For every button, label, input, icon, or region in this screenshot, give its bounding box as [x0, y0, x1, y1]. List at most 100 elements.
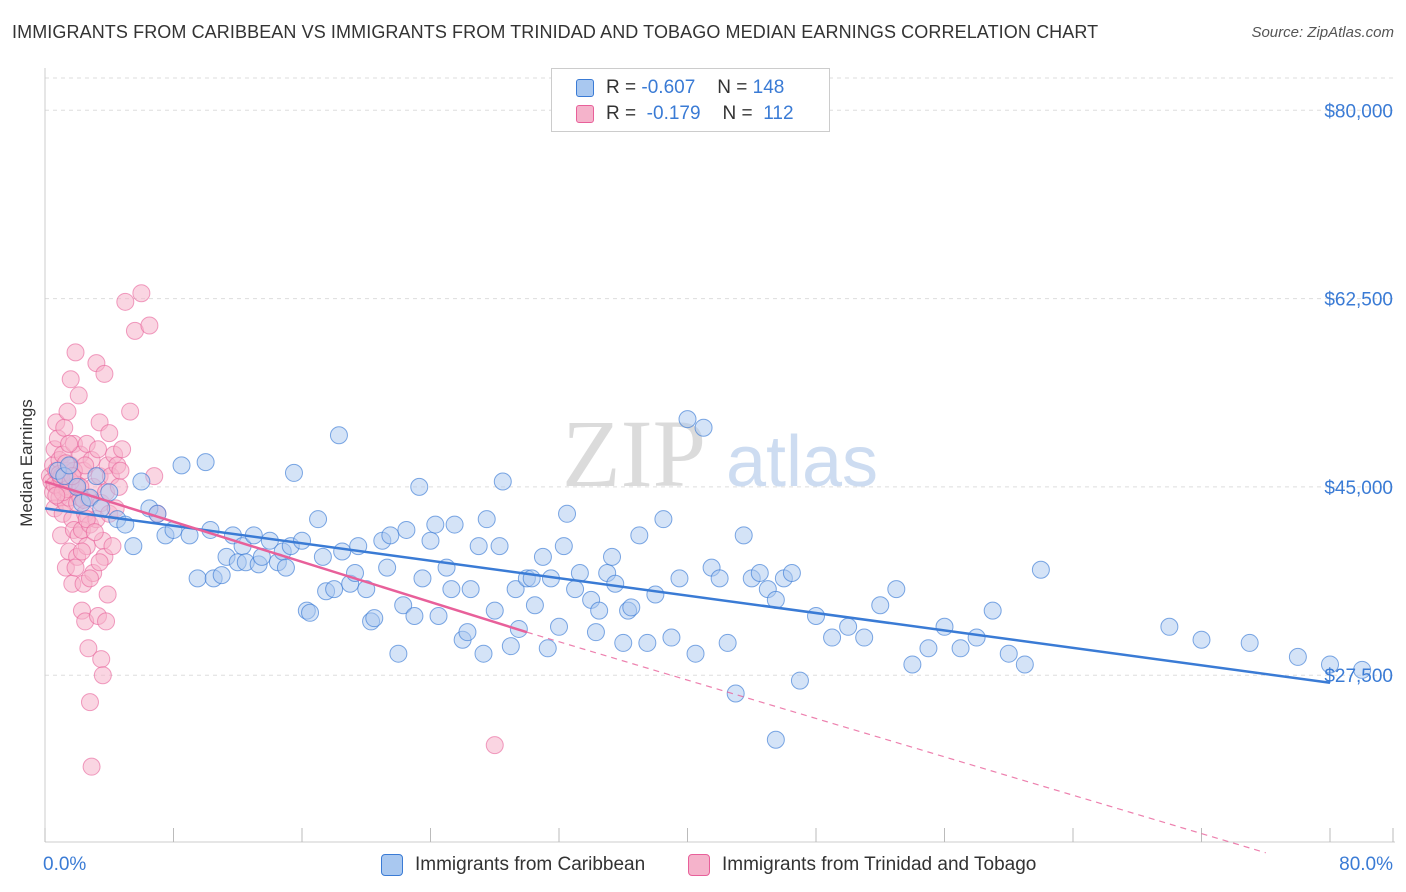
- trinidad-point: [485, 736, 504, 755]
- caribbean-point: [469, 537, 488, 556]
- trinidad-point: [61, 370, 80, 389]
- caribbean-point: [493, 472, 512, 491]
- caribbean-point: [381, 526, 400, 545]
- caribbean-point: [1353, 660, 1372, 679]
- bottom-legend-label: Immigrants from Trinidad and Tobago: [722, 854, 1037, 875]
- caribbean-point: [293, 531, 311, 550]
- caribbean-point: [506, 580, 525, 599]
- caribbean-point: [429, 607, 448, 626]
- trend-lines: [44, 480, 1331, 854]
- caribbean-point: [614, 633, 633, 652]
- caribbean-point: [686, 644, 705, 663]
- caribbean-point: [413, 569, 432, 588]
- caribbean-point: [622, 598, 641, 617]
- legend-r-value: -0.179: [646, 103, 701, 124]
- caribbean-point: [490, 537, 509, 556]
- caribbean-point: [188, 569, 207, 588]
- correlation-legend: R = -0.607 N = 148 R = -0.179 N = 112: [551, 68, 830, 132]
- trinidad-point: [82, 757, 101, 776]
- caribbean-point: [855, 628, 874, 647]
- caribbean-point: [405, 607, 424, 626]
- legend-row-caribbean: R = -0.607 N = 148: [576, 76, 784, 100]
- trinidad-point: [85, 523, 104, 542]
- caribbean-point: [750, 563, 769, 582]
- caribbean-point: [1160, 617, 1179, 636]
- source-label: Source: ZipAtlas.com: [1251, 24, 1394, 41]
- caribbean-point: [951, 639, 970, 658]
- caribbean-point: [533, 547, 552, 566]
- caribbean-point: [1240, 633, 1259, 652]
- caribbean-point: [333, 542, 352, 561]
- caribbean-point: [903, 655, 922, 674]
- trinidad-point: [100, 424, 119, 443]
- caribbean-point: [212, 566, 231, 585]
- caribbean-point: [710, 569, 729, 588]
- y-tick-label: $62,500: [1324, 290, 1393, 311]
- caribbean-point: [919, 639, 938, 658]
- trinidad-trend-line: [44, 480, 528, 634]
- legend-r-label: R =: [606, 103, 637, 124]
- caribbean-point: [734, 526, 753, 545]
- caribbean-point: [365, 609, 384, 628]
- caribbean-point: [807, 607, 825, 626]
- trinidad-point: [80, 569, 99, 588]
- caribbean-point: [550, 617, 568, 636]
- caribbean-point: [357, 580, 376, 599]
- caribbean-point: [474, 644, 493, 663]
- caribbean-point: [87, 467, 106, 486]
- caribbean-point: [638, 633, 657, 652]
- legend-swatch-pink: [576, 105, 594, 123]
- caribbean-point: [397, 520, 416, 539]
- bottom-legend-swatch-blue: [381, 854, 403, 876]
- caribbean-point: [726, 684, 745, 703]
- trinidad-point: [58, 402, 77, 421]
- trinidad-point: [116, 292, 135, 311]
- y-tick-label: $80,000: [1324, 101, 1393, 122]
- trinidad-point: [97, 612, 116, 631]
- caribbean-point: [389, 644, 408, 663]
- caribbean-point: [458, 623, 477, 642]
- bottom-legend-label: Immigrants from Caribbean: [415, 854, 646, 875]
- series-caribbean-points: [48, 410, 1372, 749]
- caribbean-point: [445, 515, 464, 534]
- watermark: ZIP atlas: [562, 400, 878, 507]
- caribbean-point: [983, 601, 1002, 620]
- caribbean-point: [309, 510, 328, 529]
- caribbean-point: [823, 628, 842, 647]
- caribbean-point: [461, 580, 480, 599]
- legend-swatch-blue: [576, 79, 594, 97]
- caribbean-point: [1192, 630, 1211, 649]
- caribbean-point: [694, 418, 713, 437]
- chart-title: IMMIGRANTS FROM CARIBBEAN VS IMMIGRANTS …: [12, 22, 1099, 42]
- caribbean-point: [654, 510, 673, 529]
- axes: [44, 68, 1395, 843]
- caribbean-point: [566, 580, 585, 599]
- caribbean-point: [871, 596, 890, 615]
- caribbean-point: [426, 515, 445, 534]
- caribbean-point: [196, 453, 215, 472]
- legend-n-value: 112: [763, 103, 794, 124]
- caribbean-point: [313, 547, 332, 566]
- trinidad-point: [113, 440, 132, 459]
- trinidad-point: [111, 461, 130, 480]
- trinidad-point: [66, 343, 85, 362]
- caribbean-point: [410, 477, 429, 496]
- trinidad-point: [80, 693, 99, 712]
- caribbean-point: [421, 531, 440, 550]
- y-tick-labels: $80,000 $62,500 $45,000 $27,500: [1324, 101, 1393, 687]
- trinidad-point: [79, 639, 98, 658]
- caribbean-point: [1321, 655, 1339, 674]
- trinidad-point: [140, 316, 159, 335]
- caribbean-point: [630, 526, 649, 545]
- caribbean-point: [378, 558, 397, 577]
- caribbean-point: [132, 472, 151, 491]
- legend-n-value: 148: [752, 77, 785, 98]
- caribbean-point: [603, 547, 622, 566]
- caribbean-point: [678, 410, 697, 429]
- caribbean-point: [60, 456, 79, 475]
- trinidad-point: [66, 558, 85, 577]
- legend-r-label: R =: [606, 77, 637, 98]
- caribbean-point: [967, 628, 986, 647]
- caribbean-point: [554, 537, 573, 556]
- caribbean-point: [590, 601, 609, 620]
